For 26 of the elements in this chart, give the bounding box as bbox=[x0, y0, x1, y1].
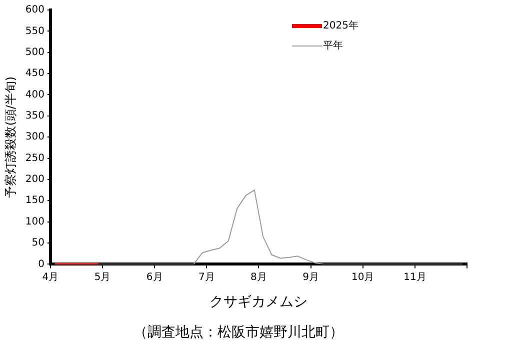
y-tick-label: 550 bbox=[25, 26, 44, 37]
x-tick-label: 8月 bbox=[250, 272, 267, 283]
x-tick-label: 11月 bbox=[404, 272, 426, 283]
x-tick-label: 9月 bbox=[302, 272, 319, 283]
y-tick-label: 400 bbox=[25, 89, 44, 100]
y-tick-label: 600 bbox=[25, 4, 44, 16]
x-tick-label: 7月 bbox=[198, 272, 215, 283]
y-tick-label: 150 bbox=[25, 195, 44, 206]
x-tick-label: 10月 bbox=[352, 272, 374, 283]
text: （調査地点：松阪市嬉野川北町） bbox=[134, 324, 344, 341]
y-tick-label: 50 bbox=[32, 238, 44, 249]
y-tick-label: 450 bbox=[25, 68, 44, 80]
y-tick-label: 100 bbox=[25, 216, 44, 228]
y-axis-title: 予察灯誘殺数(頭/半旬) bbox=[3, 76, 18, 198]
x-axis-title: クサギカメムシ bbox=[210, 294, 308, 310]
y-tick-label: 500 bbox=[25, 46, 44, 58]
legend-label: 2025年 bbox=[323, 20, 358, 32]
y-tick-label: 300 bbox=[25, 132, 44, 143]
y-tick-label: 0 bbox=[38, 258, 44, 270]
x-tick-label: 4月 bbox=[42, 272, 59, 283]
y-tick-label: 200 bbox=[25, 174, 44, 186]
x-tick-label: 5月 bbox=[94, 272, 111, 283]
legend-label: 平年 bbox=[323, 40, 343, 52]
y-tick-label: 250 bbox=[25, 152, 44, 164]
x-tick-label: 6月 bbox=[146, 272, 163, 283]
y-tick-label: 350 bbox=[25, 110, 44, 122]
